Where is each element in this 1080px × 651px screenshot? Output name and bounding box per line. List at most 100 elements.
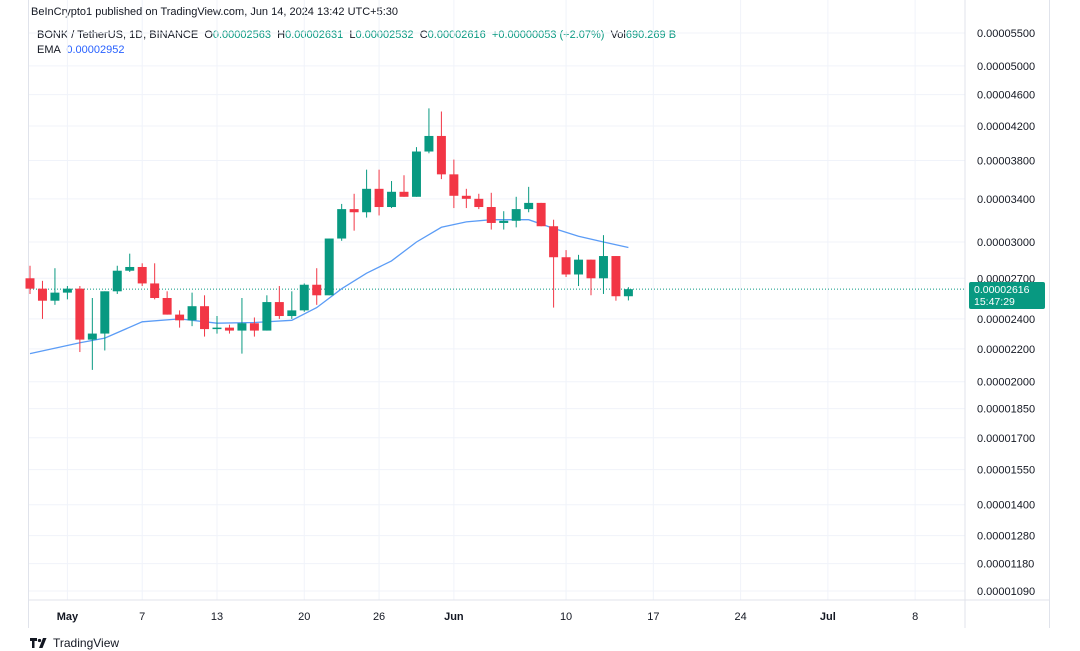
ema-legend: EMA 0.00002952 bbox=[37, 44, 124, 56]
candle-body bbox=[337, 209, 347, 239]
candle-body bbox=[249, 323, 259, 331]
price-axis[interactable]: 0.00005500 0.00005000 0.00004600 0.00004200… bbox=[977, 28, 1035, 598]
price-tick-label: 0.00005500 bbox=[977, 28, 1035, 40]
candle-body bbox=[598, 256, 608, 279]
chart-frame bbox=[28, 0, 1050, 628]
candle bbox=[623, 287, 633, 301]
candle bbox=[611, 256, 621, 301]
candle-body bbox=[150, 283, 160, 298]
close-value: 0.00002616 bbox=[427, 29, 486, 41]
price-tick-label: 0.00004600 bbox=[977, 90, 1035, 102]
candle bbox=[474, 193, 484, 210]
candle bbox=[411, 147, 421, 197]
open-value: 0.00002563 bbox=[212, 29, 271, 41]
candle-body bbox=[324, 238, 334, 296]
candle-body bbox=[411, 151, 421, 197]
candle bbox=[374, 169, 384, 216]
candle-body bbox=[362, 188, 372, 213]
candle bbox=[312, 268, 322, 305]
candle-body bbox=[37, 288, 47, 301]
time-tick-label: 20 bbox=[298, 611, 310, 623]
price-tick-label: 0.00001400 bbox=[977, 500, 1035, 512]
candle-body bbox=[349, 209, 359, 213]
candle bbox=[287, 291, 297, 319]
candle bbox=[25, 265, 35, 294]
ema-label[interactable]: EMA bbox=[37, 44, 61, 56]
candle-body bbox=[536, 202, 546, 227]
candle bbox=[200, 295, 210, 337]
candle bbox=[212, 316, 222, 334]
candle-body bbox=[262, 302, 272, 331]
candle bbox=[598, 235, 608, 294]
candle bbox=[574, 254, 584, 287]
candle bbox=[436, 111, 446, 180]
publisher-line: BeInCrypto1 published on TradingView.com… bbox=[31, 6, 399, 18]
candle-body bbox=[187, 306, 197, 321]
candle-body bbox=[449, 174, 459, 196]
candle-body bbox=[436, 135, 446, 175]
candle bbox=[387, 181, 397, 209]
candle bbox=[237, 297, 247, 354]
last-price-badge: 0.00002616 15:47:29 bbox=[969, 282, 1045, 309]
candle bbox=[337, 203, 347, 241]
candle bbox=[187, 292, 197, 327]
close-label: C bbox=[419, 29, 428, 41]
symbol-title[interactable]: BONK / TetherUS, 1D, BINANCE bbox=[37, 29, 199, 41]
candle bbox=[511, 196, 521, 228]
candle-body bbox=[299, 284, 309, 311]
time-tick-label: May bbox=[57, 611, 79, 623]
candle-body bbox=[87, 333, 97, 340]
candle bbox=[62, 286, 72, 300]
candle bbox=[100, 291, 110, 351]
candle bbox=[175, 310, 185, 328]
candle-body bbox=[137, 266, 147, 284]
high-value: 0.00002631 bbox=[285, 29, 344, 41]
bar-countdown: 15:47:29 bbox=[974, 296, 1015, 308]
candles bbox=[25, 108, 633, 370]
candle-body bbox=[524, 202, 534, 210]
price-tick-label: 0.00005000 bbox=[977, 61, 1035, 73]
candle bbox=[137, 263, 147, 287]
candle bbox=[37, 280, 47, 319]
candle-body bbox=[399, 191, 409, 197]
price-tick-label: 0.00001280 bbox=[977, 531, 1035, 543]
price-tick-label: 0.00001700 bbox=[977, 433, 1035, 445]
candle bbox=[586, 259, 596, 296]
time-tick-label: 26 bbox=[373, 611, 385, 623]
candle bbox=[499, 211, 509, 230]
candle bbox=[274, 286, 284, 319]
candle bbox=[162, 291, 172, 315]
candle bbox=[262, 295, 272, 331]
ema-value: 0.00002952 bbox=[66, 44, 125, 56]
candle bbox=[461, 188, 471, 209]
candle-body bbox=[237, 323, 247, 331]
candle bbox=[561, 250, 571, 278]
price-tick-label: 0.00001550 bbox=[977, 465, 1035, 477]
price-tick-label: 0.00003400 bbox=[977, 194, 1035, 206]
price-tick-label: 0.00001850 bbox=[977, 404, 1035, 416]
candle-body bbox=[574, 259, 584, 275]
time-axis[interactable]: May 7 13 20 26 Jun 10 17 24 Jul 8 bbox=[57, 611, 918, 623]
price-tick-label: 0.00002200 bbox=[977, 344, 1035, 356]
candle bbox=[125, 253, 135, 272]
low-value: 0.00002532 bbox=[355, 29, 414, 41]
candle-body bbox=[162, 297, 172, 315]
candle bbox=[324, 238, 334, 296]
candle-body bbox=[100, 291, 110, 334]
volume-value: 690.269 B bbox=[625, 29, 677, 41]
candlestick-chart[interactable]: 0.00005500 0.00005000 0.00004600 0.00004200… bbox=[0, 0, 1080, 628]
candle-body bbox=[499, 220, 509, 223]
time-tick-label: 17 bbox=[647, 611, 659, 623]
volume-label: Vol bbox=[610, 29, 626, 41]
candle-body bbox=[112, 270, 122, 292]
candle-body bbox=[623, 289, 633, 297]
candle-body bbox=[486, 207, 496, 223]
tradingview-brand[interactable]: TradingView bbox=[30, 636, 119, 650]
candle bbox=[349, 193, 359, 231]
candle-body bbox=[212, 327, 222, 330]
candle-body bbox=[287, 310, 297, 317]
candle-body bbox=[175, 314, 185, 321]
candle bbox=[87, 297, 97, 370]
high-label: H bbox=[277, 29, 286, 41]
symbol-legend: BONK / TetherUS, 1D, BINANCE O0.00002563… bbox=[37, 29, 676, 41]
